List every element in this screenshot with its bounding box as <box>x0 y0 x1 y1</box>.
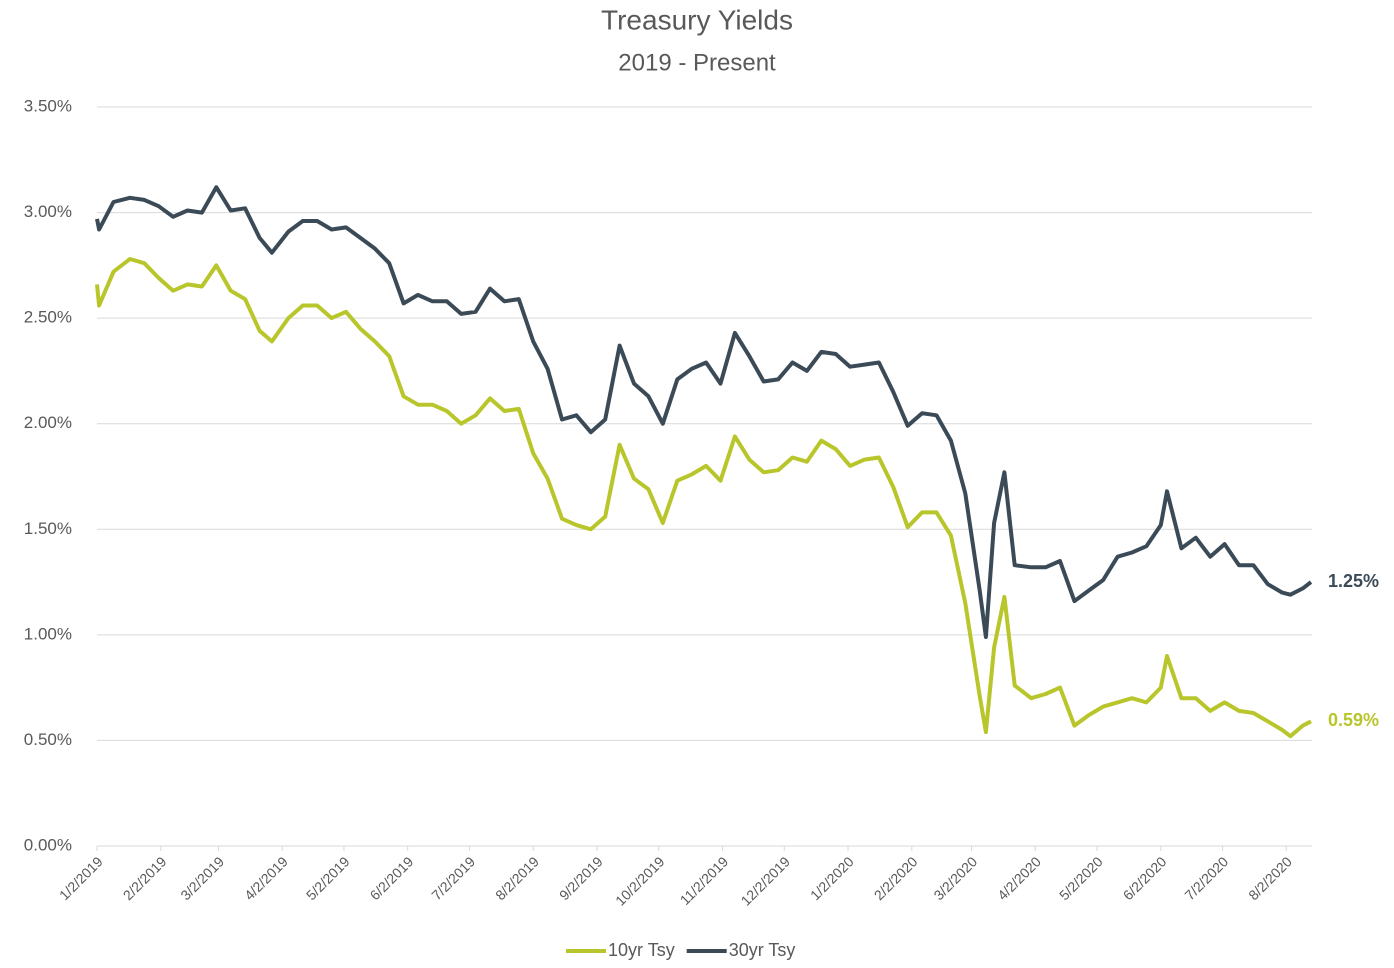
x-tick-label: 3/2/2019 <box>177 853 227 903</box>
y-tick-label: 0.50% <box>24 730 72 749</box>
x-tick-label: 1/2/2019 <box>56 853 106 903</box>
x-tick-label: 6/2/2020 <box>1120 853 1170 903</box>
series-line <box>95 257 1312 739</box>
x-tick-label: 7/2/2020 <box>1181 853 1231 903</box>
x-tick-label: 4/2/2020 <box>994 853 1044 903</box>
y-tick-label: 0.00% <box>24 835 72 854</box>
x-tick-label: 6/2/2019 <box>367 853 417 903</box>
series-line <box>95 185 1313 639</box>
x-tick-label: 9/2/2019 <box>556 853 606 903</box>
x-tick-label: 4/2/2019 <box>241 853 291 903</box>
chart-title: Treasury Yields <box>601 4 793 35</box>
legend-label: 10yr Tsy <box>608 940 675 960</box>
x-tick-label: 3/2/2020 <box>930 853 980 903</box>
x-tick-label: 7/2/2019 <box>428 853 478 903</box>
x-tick-label: 1/2/2020 <box>807 853 857 903</box>
x-tick-label: 5/2/2020 <box>1056 853 1106 903</box>
x-tick-label: 8/2/2019 <box>492 853 542 903</box>
y-tick-label: 2.00% <box>24 413 72 432</box>
y-tick-label: 1.00% <box>24 624 72 643</box>
x-tick-label: 12/2/2019 <box>738 853 794 909</box>
y-tick-label: 2.50% <box>24 308 72 327</box>
y-tick-label: 3.00% <box>24 202 72 221</box>
x-tick-label: 2/2/2019 <box>120 853 170 903</box>
x-tick-label: 11/2/2019 <box>677 853 732 908</box>
y-tick-label: 3.50% <box>24 96 72 115</box>
end-label: 0.59% <box>1328 710 1379 730</box>
legend-label: 30yr Tsy <box>729 940 796 960</box>
chart-subtitle: 2019 - Present <box>618 49 776 76</box>
x-tick-label: 2/2/2020 <box>871 853 921 903</box>
x-tick-label: 5/2/2019 <box>303 853 353 903</box>
x-tick-label: 8/2/2020 <box>1245 853 1295 903</box>
end-label: 1.25% <box>1328 571 1379 591</box>
y-tick-label: 1.50% <box>24 519 72 538</box>
x-tick-label: 10/2/2019 <box>612 853 668 909</box>
